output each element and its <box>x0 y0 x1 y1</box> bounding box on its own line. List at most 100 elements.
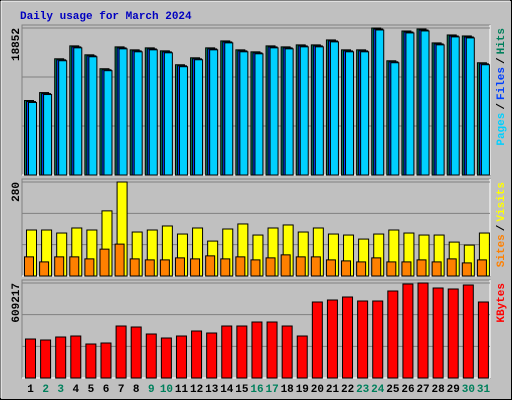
y-tick-label: 18852 <box>11 28 23 61</box>
legend-entry: Visits <box>496 182 508 222</box>
bar <box>58 60 68 176</box>
bar <box>85 343 97 379</box>
bar <box>191 330 203 379</box>
x-tick-label: 28 <box>432 384 446 396</box>
bar <box>55 336 67 379</box>
legend-entry: KBytes <box>496 283 508 323</box>
bar <box>280 254 291 277</box>
bar <box>99 248 110 277</box>
x-tick-label: 17 <box>265 384 278 396</box>
bar <box>447 288 459 379</box>
bar <box>133 51 143 176</box>
x-tick-label: 31 <box>477 384 491 396</box>
bar <box>174 257 185 277</box>
bar <box>221 325 233 379</box>
bar <box>73 47 83 176</box>
bar <box>356 261 367 277</box>
bar <box>360 51 370 176</box>
x-tick-label: 27 <box>416 384 429 396</box>
chart-title: Daily usage for March 2024 <box>20 11 192 23</box>
x-tick-label: 19 <box>296 384 309 396</box>
bar <box>194 59 204 176</box>
bar <box>435 44 445 176</box>
legend: Sites / Visits <box>496 182 508 267</box>
x-tick-label: 13 <box>205 384 219 396</box>
x-tick-label: 11 <box>175 384 189 396</box>
x-tick-label: 10 <box>160 384 173 396</box>
x-tick-label: 21 <box>326 384 340 396</box>
x-tick-label: 15 <box>235 384 249 396</box>
bar <box>265 257 276 277</box>
y-tick-label: 280 <box>11 182 23 202</box>
x-tick-label: 16 <box>250 384 263 396</box>
bar <box>450 36 460 176</box>
x-tick-label: 30 <box>462 384 475 396</box>
bar <box>284 48 294 176</box>
x-tick-label: 1 <box>27 384 34 396</box>
bar <box>40 339 52 379</box>
bar <box>310 256 321 277</box>
legend-entry: Hits <box>496 28 508 54</box>
bar <box>24 256 34 277</box>
x-tick-label: 12 <box>190 384 203 396</box>
bar <box>100 342 112 379</box>
bar <box>375 29 385 176</box>
bar <box>130 326 142 379</box>
bar <box>69 256 80 277</box>
bar <box>239 51 249 176</box>
bar <box>54 256 65 277</box>
legend: KBytes <box>496 283 508 323</box>
bar <box>465 37 475 176</box>
bar <box>299 46 309 176</box>
x-tick-label: 3 <box>57 384 64 396</box>
bar <box>314 46 324 176</box>
bar <box>144 259 155 277</box>
bar <box>477 301 489 379</box>
bar <box>269 47 279 176</box>
x-tick-label: 29 <box>447 384 460 396</box>
bar <box>129 258 140 277</box>
bar <box>417 282 429 379</box>
bar <box>118 48 128 176</box>
bar <box>476 259 487 277</box>
x-tick-label: 5 <box>88 384 95 396</box>
bar <box>461 262 472 277</box>
bar <box>357 300 369 379</box>
x-tick-label: 2 <box>42 384 49 396</box>
bar <box>372 300 384 379</box>
bar <box>446 258 457 277</box>
bar <box>25 338 36 379</box>
x-tick-label: 7 <box>118 384 125 396</box>
bar <box>84 258 95 277</box>
x-tick-label: 14 <box>220 384 234 396</box>
bar <box>462 284 474 379</box>
bar <box>326 299 338 379</box>
legend-separator: / <box>496 57 508 64</box>
legend-separator: / <box>496 103 508 110</box>
bar <box>390 62 400 176</box>
bar <box>88 56 98 176</box>
x-tick-label: 6 <box>103 384 110 396</box>
bar <box>43 94 53 176</box>
x-tick-label: 24 <box>371 384 385 396</box>
x-tick-label: 8 <box>133 384 140 396</box>
bar <box>39 261 50 277</box>
x-tick-label: 4 <box>73 384 80 396</box>
x-tick-label: 9 <box>148 384 155 396</box>
bar <box>209 49 219 176</box>
bar <box>371 257 382 277</box>
legend-separator: / <box>496 224 508 231</box>
y-tick-label: 609217 <box>11 283 23 323</box>
x-tick-label: 23 <box>356 384 370 396</box>
bar <box>145 333 157 379</box>
bar <box>341 260 352 277</box>
bar <box>28 101 37 176</box>
bar <box>206 332 218 379</box>
bar <box>295 256 306 277</box>
x-tick-label: 22 <box>341 384 354 396</box>
bar <box>236 325 248 379</box>
bar <box>224 42 234 176</box>
bar <box>114 243 125 277</box>
bar <box>386 261 397 277</box>
bar <box>163 52 173 176</box>
